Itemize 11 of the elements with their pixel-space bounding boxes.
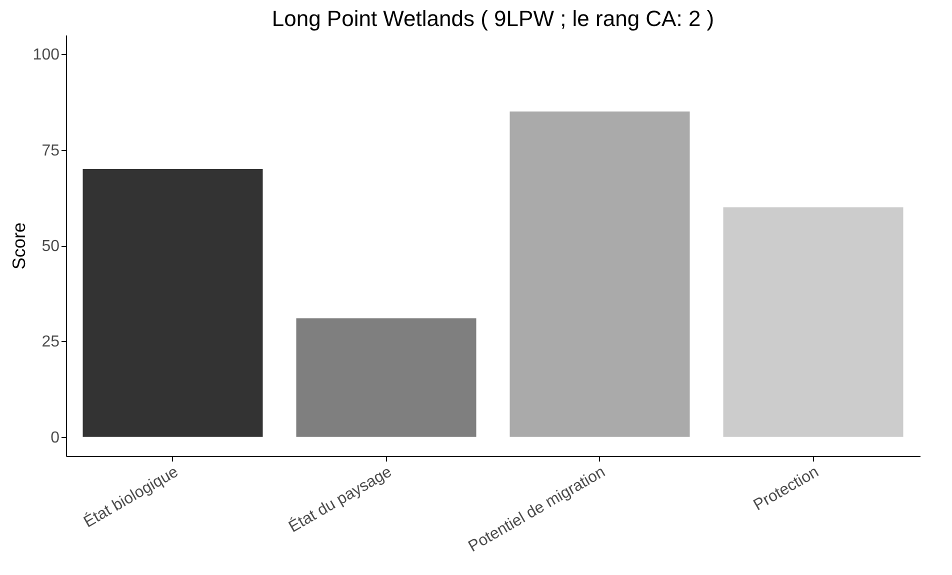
y-tick-label: 25	[42, 334, 60, 351]
bar	[510, 112, 690, 437]
y-tick-label: 0	[50, 429, 60, 446]
bar	[82, 168, 263, 437]
chart-title: Long Point Wetlands ( 9LPW ; le rang CA: 2 )	[272, 6, 714, 31]
y-tick-label: 75	[42, 142, 60, 160]
y-tick-label: 100	[32, 46, 60, 64]
y-tick-label: 50	[42, 238, 60, 255]
bar	[723, 207, 904, 437]
y-axis-title: Score	[8, 222, 29, 270]
bar	[296, 318, 476, 437]
